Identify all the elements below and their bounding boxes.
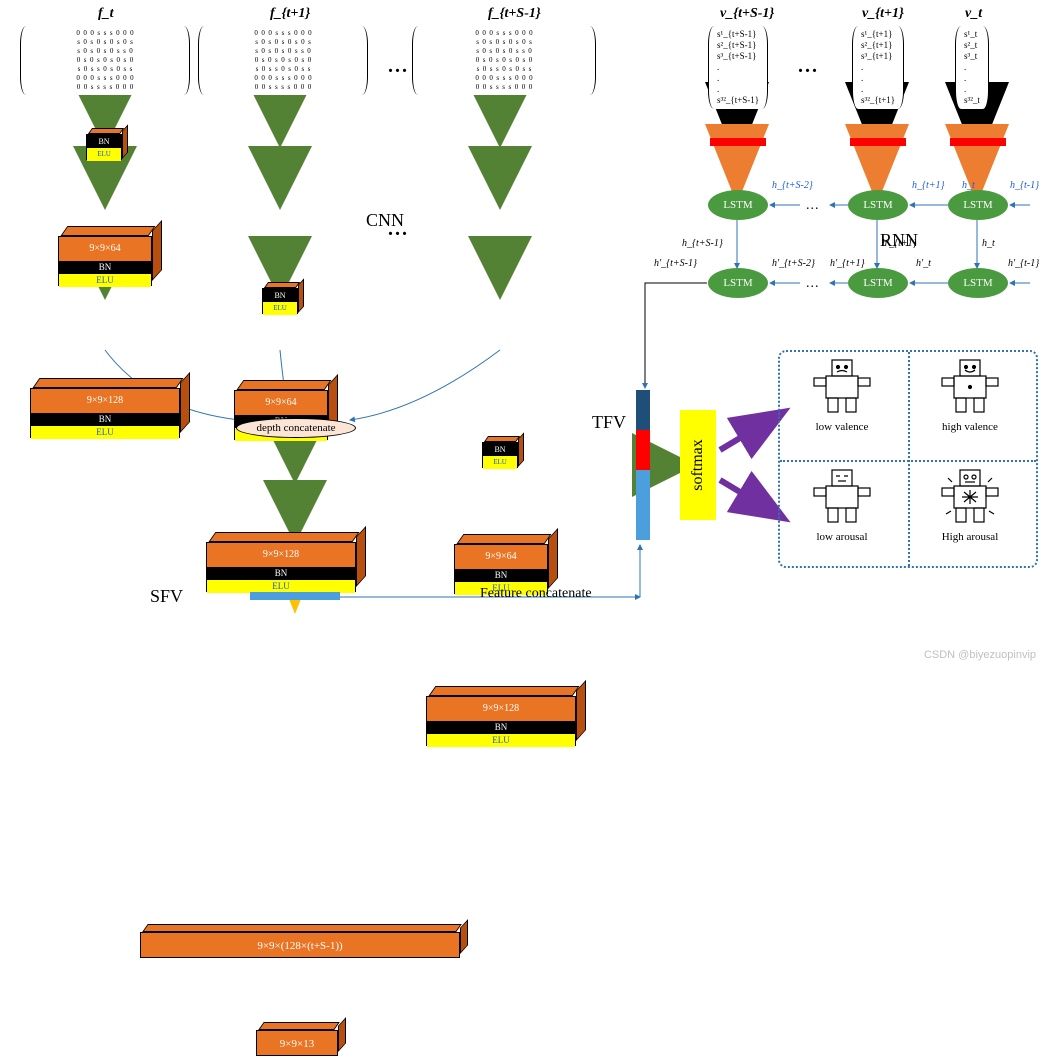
- hdr-vt: v_t: [965, 6, 982, 22]
- robot-la: low arousal: [782, 468, 902, 543]
- lstm-r2-2: LSTM: [848, 268, 908, 298]
- robot-ha: High arousal: [910, 468, 1030, 543]
- watermark: CSDN @biyezuopinvip: [924, 649, 1036, 661]
- lstm-r2-3: LSTM: [948, 268, 1008, 298]
- hp-t1: h'_{t+1}: [830, 258, 865, 269]
- matrix-vtS1: s¹_{t+S-1} s²_{t+S-1} s³_{t+S-1} . . . s…: [708, 26, 768, 109]
- matrix-ft: 0 0 0 s s s 0 0 0 s 0 s 0 s 0 s 0 s s 0 …: [20, 26, 190, 95]
- robot-lv: low valence: [782, 358, 902, 433]
- h-tS2: h_{t+S-2}: [772, 180, 813, 191]
- dots-f: ...: [388, 55, 409, 78]
- depth-concat: depth concatenate: [236, 418, 356, 438]
- robot-hv: high valence: [910, 358, 1030, 433]
- hp-t: h'_t: [916, 258, 931, 269]
- lstm-r2-1: LSTM: [708, 268, 768, 298]
- hdr-vtS1: v_{t+S-1}: [720, 6, 774, 22]
- h-tS1: h_{t+S-1}: [682, 238, 723, 249]
- cnn-label2: CNN: [366, 210, 404, 231]
- hp-tS2: h'_{t+S-2}: [772, 258, 815, 269]
- h-t-v: h_t: [982, 238, 995, 249]
- hp-tminus1: h'_{t-1}: [1008, 258, 1039, 269]
- conv2-block-1: 9×9×128BNELU: [30, 378, 180, 438]
- redbar-1: [710, 138, 766, 146]
- hdr-ft1: f_{t+1}: [270, 6, 310, 22]
- matrix-vt1: s¹_{t+1} s²_{t+1} s³_{t+1} . . . s³²_{t+…: [852, 26, 904, 109]
- lstm-r1-3: LSTM: [948, 190, 1008, 220]
- tfv-bar: [636, 390, 650, 540]
- bn-block-2: BNELU: [262, 282, 298, 316]
- matrix-ftS1: 0 0 0 s s s 0 0 0 s 0 s 0 s 0 s 0 s s 0 …: [412, 26, 596, 95]
- dots-l1: ...: [806, 198, 820, 214]
- redbar-3: [950, 138, 1006, 146]
- tfv-label: TFV: [592, 412, 626, 433]
- fc-label: Feature concatenate: [480, 586, 592, 602]
- h-t: h_t: [962, 180, 975, 191]
- hdr-ftS1: f_{t+S-1}: [488, 6, 541, 22]
- h-tminus1: h_{t-1}: [1010, 180, 1039, 191]
- lstm-r1-1: LSTM: [708, 190, 768, 220]
- sfv-label: SFV: [150, 586, 183, 607]
- sfv-bar: [250, 592, 340, 600]
- hdr-ft: f_t: [98, 6, 114, 22]
- redbar-2: [850, 138, 906, 146]
- conv1-block-3: 9×9×64BNELU: [454, 534, 548, 594]
- wide-block: 9×9×(128×(t+S-1)): [140, 924, 460, 960]
- hp-t1-v: h'_{t+1}: [882, 238, 917, 249]
- matrix-vt: s¹_t s²_t s³_t . . . s³²_t: [955, 26, 989, 109]
- h-t1: h_{t+1}: [912, 180, 945, 191]
- bn-block-1: BNELU: [86, 128, 122, 162]
- matrix-ft1: 0 0 0 s s s 0 0 0 s 0 s 0 s 0 s 0 s s 0 …: [198, 26, 368, 95]
- hdr-vt1: v_{t+1}: [862, 6, 904, 22]
- lstm-r1-2: LSTM: [848, 190, 908, 220]
- conv1-block-1: 9×9×64BNELU: [58, 226, 152, 286]
- dots-v: ...: [798, 55, 819, 78]
- bn-block-3: BNELU: [482, 436, 518, 470]
- hp-tS1: h'_{t+S-1}: [654, 258, 697, 269]
- conv2-block-3: 9×9×128BNELU: [426, 686, 576, 746]
- last-block: 9×9×13: [256, 1022, 338, 1058]
- conv2-block-2: 9×9×128BNELU: [206, 532, 356, 592]
- dots-l2: ...: [806, 276, 820, 292]
- softmax-block: softmax: [680, 410, 716, 520]
